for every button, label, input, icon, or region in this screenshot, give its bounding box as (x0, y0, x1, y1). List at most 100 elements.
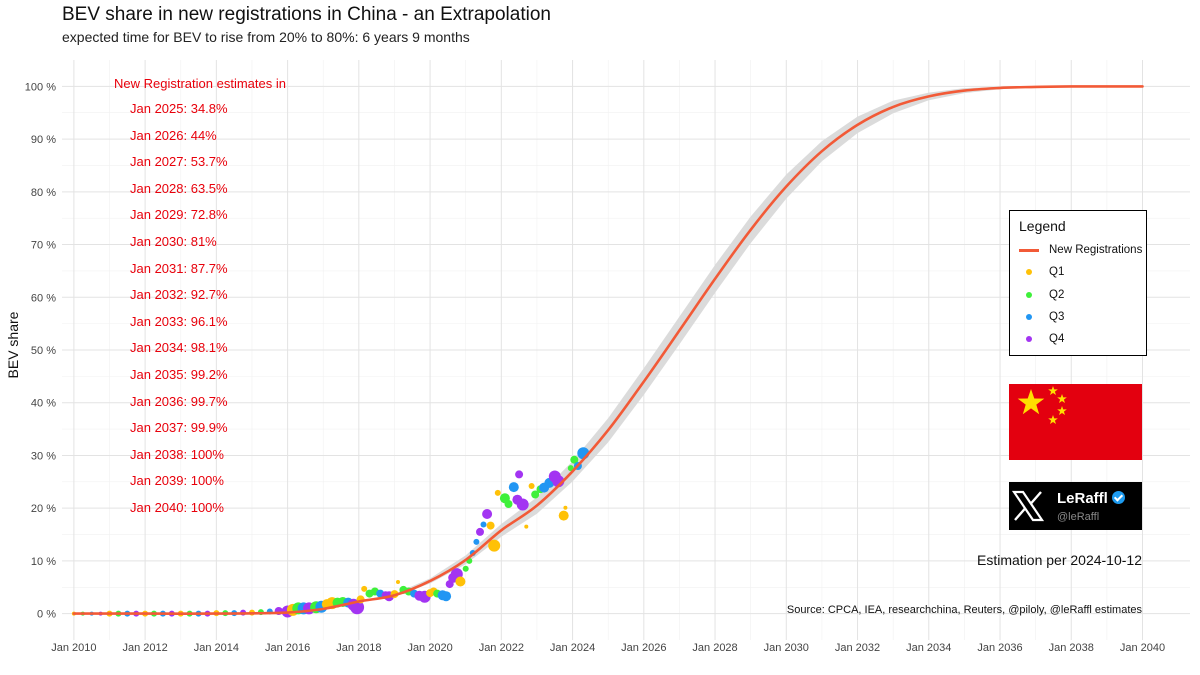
estimation-note: Estimation per 2024-10-12 (977, 552, 1142, 568)
y-tick-labels: 0 % 10 % 20 % 30 % 40 % 50 % 60 % 70 % 80 % 90 % 1… (25, 81, 56, 620)
data-point-q1 (528, 483, 535, 489)
china-flag-icon (1009, 384, 1142, 460)
annotation-line: Jan 2036: 99.7% (130, 393, 228, 409)
x-tick-label: Jan 2012 (122, 642, 167, 654)
x-tick-label: Jan 2034 (906, 642, 951, 654)
annotation-line: Jan 2033: 96.1% (130, 313, 228, 329)
annotation-line: Jan 2034: 98.1% (130, 340, 228, 356)
y-tick-label: 50 % (31, 345, 56, 357)
data-point-q3 (508, 482, 519, 493)
y-tick-label: 70 % (31, 240, 56, 252)
data-point-q2 (462, 565, 469, 572)
x-logo-icon (1011, 490, 1045, 522)
data-point-q1 (361, 585, 368, 592)
legend-label: Q3 (1049, 311, 1065, 323)
social-badge: LeRaffl @leRaffl (1009, 482, 1142, 530)
legend-item-q4: Q4 (1019, 333, 1064, 345)
annotation-line: Jan 2037: 99.9% (130, 420, 228, 436)
data-point-q2 (567, 465, 574, 472)
data-point-q1 (396, 580, 400, 584)
data-point-q2 (504, 500, 513, 508)
y-tick-label: 0 % (37, 609, 56, 621)
annotation-header: New Registration estimates in (114, 76, 286, 91)
annotation-line: Jan 2028: 63.5% (130, 180, 228, 196)
data-point-q3 (473, 538, 480, 545)
x-tick-label: Jan 2010 (51, 642, 96, 654)
annotation-line: Jan 2029: 72.8% (130, 207, 228, 223)
x-tick-label: Jan 2022 (479, 642, 524, 654)
badge-handle: @leRaffl (1057, 511, 1100, 523)
legend-dot-q2 (1026, 292, 1032, 298)
curve (72, 85, 1144, 615)
legend-item-new-registrations: New Registrations (1019, 244, 1142, 256)
data-point-q1 (494, 489, 501, 496)
annotation-line: Jan 2031: 87.7% (130, 260, 228, 276)
x-tick-label: Jan 2030 (764, 642, 809, 654)
x-tick-label: Jan 2028 (692, 642, 737, 654)
data-point-q1 (488, 539, 501, 552)
x-tick-labels: Jan 2010 Jan 2012 Jan 2014 Jan 2016 Jan 2018… (51, 642, 1165, 654)
legend-item-q2: Q2 (1019, 289, 1064, 301)
chart-subtitle: expected time for BEV to rise from 20% t… (62, 29, 470, 45)
y-tick-label: 80 % (31, 187, 56, 199)
legend-label: New Registrations (1049, 244, 1143, 256)
legend-label: Q2 (1049, 289, 1065, 301)
annotation-line: Jan 2025: 34.8% (130, 101, 228, 116)
y-tick-label: 40 % (31, 398, 56, 410)
x-tick-label: Jan 2036 (977, 642, 1022, 654)
legend-title: Legend (1019, 218, 1066, 234)
data-point-q4 (516, 498, 529, 511)
flag-big-star (1017, 389, 1045, 415)
curve-new-registrations (72, 85, 1144, 615)
annotation-line: Jan 2038: 100% (130, 446, 224, 462)
data-point-q1 (558, 510, 569, 521)
chart-title: BEV share in new registrations in China … (62, 4, 551, 25)
annotation-line: Jan 2035: 99.2% (130, 367, 228, 382)
x-tick-label: Jan 2032 (835, 642, 880, 654)
x-tick-label: Jan 2018 (336, 642, 381, 654)
data-point-q1 (524, 524, 529, 529)
y-axis-label: BEV share (5, 311, 21, 378)
data-point-q1 (563, 505, 568, 510)
y-tick-label: 30 % (31, 450, 56, 462)
annotation-line: Jan 2040: 100% (130, 500, 224, 515)
y-tick-label: 100 % (25, 81, 56, 93)
annotation-line: Jan 2039: 100% (130, 473, 224, 489)
x-tick-label: Jan 2020 (407, 642, 452, 654)
y-tick-label: 90 % (31, 134, 56, 146)
data-point-q2 (531, 490, 540, 499)
annotation-line: Jan 2032: 92.7% (130, 287, 228, 303)
legend-item-q1: Q1 (1019, 266, 1064, 278)
flag-small-star (1057, 406, 1067, 415)
legend-label: Q1 (1049, 266, 1065, 278)
x-tick-label: Jan 2014 (194, 642, 239, 654)
x-tick-label: Jan 2024 (550, 642, 595, 654)
badge-name: LeRaffl (1057, 490, 1125, 507)
x-tick-label: Jan 2038 (1049, 642, 1094, 654)
legend-line-swatch (1019, 248, 1039, 252)
legend-dot-q1 (1026, 269, 1032, 275)
legend-dot-q4 (1026, 336, 1032, 342)
data-point-q4 (515, 470, 524, 479)
data-point-q4 (482, 509, 493, 519)
verified-badge-icon (1111, 491, 1125, 504)
data-point-q1 (486, 521, 495, 530)
legend-dot-q3 (1026, 314, 1032, 320)
y-tick-label: 10 % (31, 556, 56, 568)
data-point-q4 (476, 527, 484, 536)
source-note: Source: CPCA, IEA, researchchina, Reuter… (786, 604, 1142, 616)
data-point-q3 (441, 591, 452, 602)
legend-label: Q4 (1049, 333, 1065, 345)
flag-small-star (1048, 415, 1058, 424)
x-tick-label: Jan 2040 (1120, 642, 1165, 654)
data-point-q3 (480, 521, 487, 528)
x-tick-label: Jan 2016 (265, 642, 310, 654)
x-tick-label: Jan 2026 (621, 642, 666, 654)
legend: Legend New Registrations Q1 Q2 Q3 Q4 (1009, 210, 1147, 356)
data-point-q1 (455, 576, 466, 587)
legend-item-q3: Q3 (1019, 311, 1064, 323)
annotation-line: Jan 2027: 53.7% (130, 154, 228, 170)
data-point-q2 (570, 455, 579, 464)
y-tick-label: 60 % (31, 292, 56, 304)
